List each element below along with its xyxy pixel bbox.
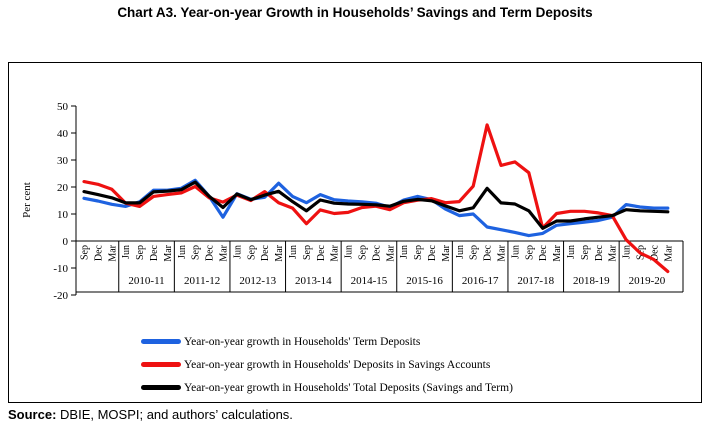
svg-text:20: 20 (57, 182, 69, 194)
svg-text:10: 10 (57, 209, 69, 221)
svg-text:2018-19: 2018-19 (573, 275, 610, 287)
chart-title: Chart A3. Year-on-year Growth in Househo… (117, 5, 593, 20)
svg-text:Dec: Dec (649, 244, 660, 261)
legend-label: Year-on-year growth in Households' Total… (184, 381, 513, 394)
svg-text:Mar: Mar (497, 244, 508, 261)
source-text: DBIE, MOSPI; and authors’ calculations. (56, 407, 293, 422)
svg-text:30: 30 (57, 155, 69, 167)
svg-text:Dec: Dec (260, 244, 271, 261)
svg-text:Mar: Mar (552, 244, 563, 261)
svg-text:Jun: Jun (455, 245, 466, 259)
svg-text:2015-16: 2015-16 (406, 275, 443, 287)
svg-text:50: 50 (57, 101, 69, 113)
svg-text:2014-15: 2014-15 (351, 275, 388, 287)
legend-line-blue (141, 339, 181, 344)
svg-text:Mar: Mar (663, 244, 674, 261)
svg-text:Mar: Mar (274, 244, 285, 261)
legend-item-total-deposits: Year-on-year growth in Households' Total… (141, 376, 513, 399)
svg-text:Sep: Sep (135, 245, 146, 260)
svg-text:Dec: Dec (483, 244, 494, 261)
svg-text:Sep: Sep (524, 245, 535, 260)
svg-text:Dec: Dec (149, 244, 160, 261)
legend-line-black (141, 385, 181, 390)
svg-text:Jun: Jun (288, 245, 299, 259)
svg-text:Jun: Jun (510, 245, 521, 259)
svg-text:Jun: Jun (622, 245, 633, 259)
svg-text:Dec: Dec (205, 244, 216, 261)
svg-text:Jun: Jun (177, 245, 188, 259)
legend-line-red (141, 362, 181, 367)
svg-text:2019-20: 2019-20 (629, 275, 666, 287)
svg-text:40: 40 (57, 128, 69, 140)
svg-text:Jun: Jun (121, 245, 132, 259)
chart-area: 50 40 30 20 10 0 -10 -20 Per cent Sep Dec Mar Jun Sep… (8, 62, 702, 403)
svg-text:2017-18: 2017-18 (517, 275, 554, 287)
svg-text:2012-13: 2012-13 (239, 275, 276, 287)
svg-text:Dec: Dec (371, 244, 382, 261)
svg-text:Jun: Jun (399, 245, 410, 259)
svg-text:Mar: Mar (219, 244, 230, 261)
source-note: Source: DBIE, MOSPI; and authors’ calcul… (8, 407, 293, 422)
svg-text:Mar: Mar (441, 244, 452, 261)
legend-item-term-deposits: Year-on-year growth in Households' Term … (141, 330, 513, 353)
svg-text:Sep: Sep (358, 245, 369, 260)
svg-text:Jun: Jun (566, 245, 577, 259)
svg-text:2011-12: 2011-12 (184, 275, 220, 287)
svg-text:Sep: Sep (413, 245, 424, 260)
svg-text:Mar: Mar (107, 244, 118, 261)
legend-label: Year-on-year growth in Households' Term … (184, 335, 421, 348)
svg-text:2010-11: 2010-11 (128, 275, 164, 287)
legend-label: Year-on-year growth in Households' Depos… (184, 358, 491, 371)
source-label: Source: (8, 407, 57, 422)
svg-text:Dec: Dec (538, 244, 549, 261)
svg-text:-20: -20 (53, 290, 68, 302)
svg-text:Mar: Mar (608, 244, 619, 261)
svg-text:Sep: Sep (580, 245, 591, 260)
svg-text:Dec: Dec (316, 244, 327, 261)
svg-text:Dec: Dec (427, 244, 438, 261)
svg-text:Mar: Mar (163, 244, 174, 261)
svg-text:Sep: Sep (80, 245, 91, 260)
legend: Year-on-year growth in Households' Term … (141, 330, 513, 399)
svg-text:Dec: Dec (594, 244, 605, 261)
svg-text:Sep: Sep (246, 245, 257, 260)
legend-item-savings-accounts: Year-on-year growth in Households' Depos… (141, 353, 513, 376)
svg-text:Mar: Mar (385, 244, 396, 261)
svg-text:-10: -10 (53, 263, 68, 275)
svg-text:2016-17: 2016-17 (462, 275, 499, 287)
svg-text:0: 0 (63, 236, 69, 248)
svg-text:Sep: Sep (191, 245, 202, 260)
svg-text:Mar: Mar (330, 244, 341, 261)
svg-text:Jun: Jun (232, 245, 243, 259)
svg-text:Sep: Sep (302, 245, 313, 260)
svg-text:Sep: Sep (469, 245, 480, 260)
svg-text:2013-14: 2013-14 (295, 275, 332, 287)
svg-text:Jun: Jun (344, 245, 355, 259)
svg-text:Per cent: Per cent (21, 182, 33, 218)
svg-text:Dec: Dec (93, 244, 104, 261)
